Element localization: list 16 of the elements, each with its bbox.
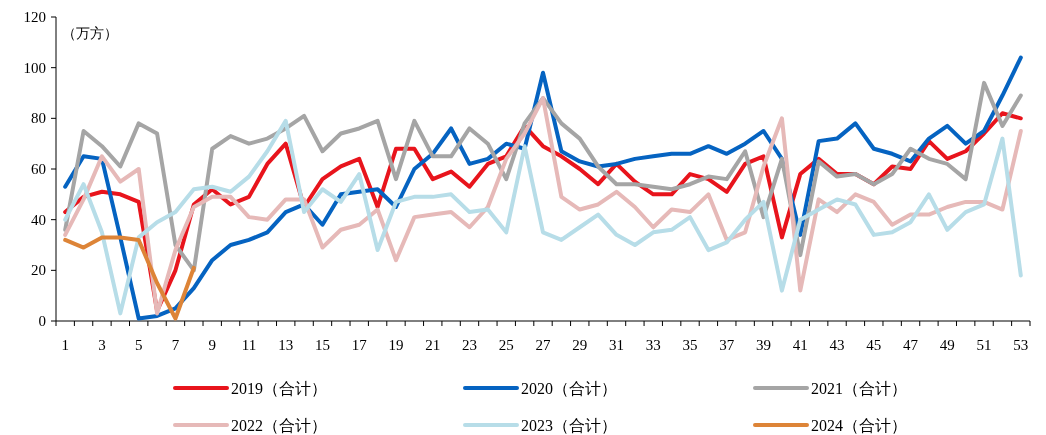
y-tick-label: 80	[31, 110, 46, 127]
y-tick-label: 40	[31, 211, 46, 228]
y-tick-label: 60	[31, 161, 46, 177]
line-series	[63, 235, 196, 321]
y-tick-label: 20	[31, 262, 46, 279]
legend-label: 2019（合计）	[231, 380, 327, 397]
legend-label: 2020（合计）	[521, 380, 617, 397]
y-axis-title: （万方）	[62, 26, 118, 41]
legend-label: 2024（合计）	[811, 417, 907, 434]
legend-label: 2021（合计）	[811, 380, 907, 397]
legend-label: 2023（合计）	[521, 417, 617, 434]
legend-label: 2022（合计）	[231, 417, 327, 434]
y-tick-label: 120	[23, 9, 46, 25]
line-series	[63, 80, 1023, 273]
y-tick-label: 100	[23, 59, 46, 76]
y-tick-label: 0	[38, 313, 46, 329]
